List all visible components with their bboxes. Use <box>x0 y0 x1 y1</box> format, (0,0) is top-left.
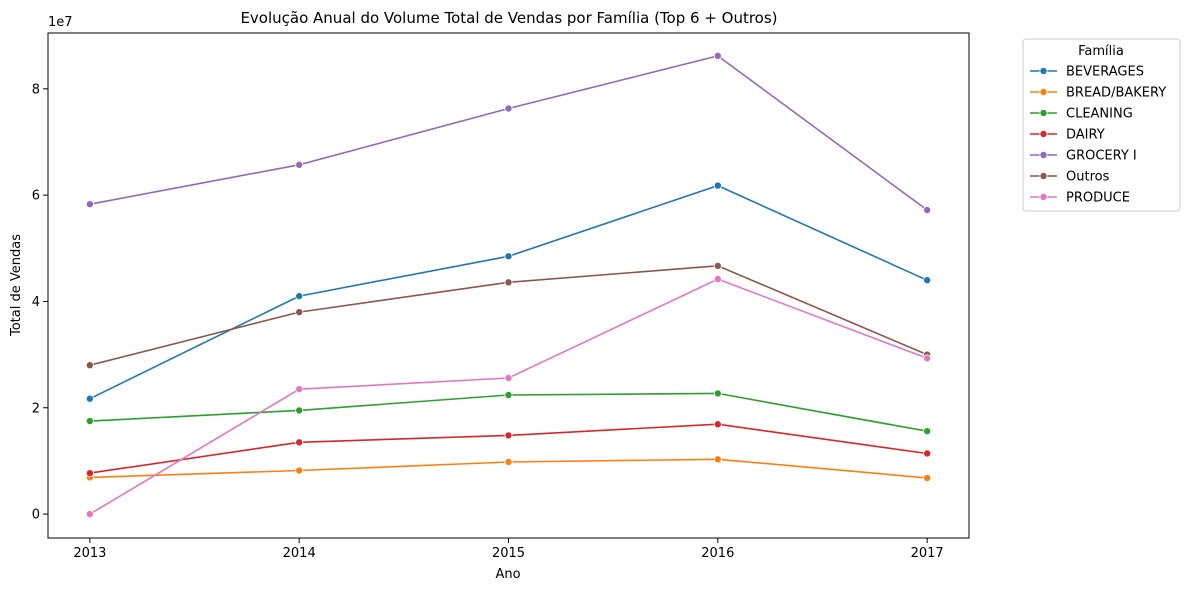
data-point <box>713 455 722 464</box>
y-axis-label: Total de Vendas <box>9 234 24 337</box>
data-point <box>504 373 513 382</box>
legend-label: Outros <box>1066 170 1110 185</box>
legend-marker <box>1039 129 1048 138</box>
legend-marker <box>1039 171 1048 180</box>
data-point <box>295 466 304 475</box>
legend-item-produce: PRODUCE <box>1030 191 1130 206</box>
y-axis-offset-label: 1e7 <box>48 15 73 30</box>
data-point <box>923 427 932 436</box>
x-tick-label: 2014 <box>283 546 316 561</box>
legend-marker <box>1039 88 1048 97</box>
x-axis-label: Ano <box>495 567 520 582</box>
data-point <box>295 406 304 415</box>
data-point <box>713 261 722 270</box>
data-point <box>295 385 304 394</box>
series-produce <box>85 275 932 519</box>
series-dairy <box>85 420 932 478</box>
data-point <box>295 292 304 301</box>
data-point <box>85 394 94 403</box>
data-point <box>713 275 722 284</box>
series-outros <box>85 261 932 370</box>
legend-marker <box>1039 67 1048 76</box>
chart-title: Evolução Anual do Volume Total de Vendas… <box>240 9 777 27</box>
y-tick-label: 2 <box>32 401 40 416</box>
y-tick-label: 4 <box>32 295 40 310</box>
series-line <box>89 55 928 211</box>
y-tick-label: 6 <box>32 189 40 204</box>
y-tick-label: 0 <box>32 508 40 523</box>
legend-title: Família <box>1078 44 1124 59</box>
data-point <box>713 420 722 429</box>
y-axis-ticks: 0 2 4 6 8 <box>32 82 48 523</box>
legend-item-outros: Outros <box>1030 170 1110 185</box>
x-tick-label: 2015 <box>492 546 525 561</box>
series-grocery-i <box>85 51 932 215</box>
x-axis-ticks: 2013 2014 2015 2016 2017 <box>73 538 944 561</box>
legend-items: BEVERAGES BREAD/BAKERY CLEANING DAIRY GROCER… <box>1030 65 1166 206</box>
data-point <box>295 160 304 169</box>
legend-label: BEVERAGES <box>1066 65 1144 80</box>
data-point <box>504 278 513 287</box>
data-point <box>295 308 304 317</box>
legend-item-dairy: DAIRY <box>1030 128 1105 143</box>
data-point <box>923 473 932 482</box>
data-point <box>85 510 94 519</box>
series-line <box>89 392 928 432</box>
data-point <box>85 361 94 370</box>
legend-label: PRODUCE <box>1066 191 1130 206</box>
data-point <box>504 104 513 113</box>
data-point <box>504 252 513 261</box>
series-line <box>89 184 928 400</box>
legend-label: DAIRY <box>1066 128 1105 143</box>
legend-label: CLEANING <box>1066 107 1133 122</box>
legend-item-cleaning: CLEANING <box>1030 107 1133 122</box>
series-cleaning <box>85 389 932 436</box>
data-point <box>923 206 932 215</box>
legend-item-grocery-i: GROCERY I <box>1030 149 1137 164</box>
x-tick-label: 2016 <box>701 546 734 561</box>
legend-marker <box>1039 150 1048 159</box>
data-point <box>713 389 722 398</box>
data-point <box>504 391 513 400</box>
legend: Família BEVERAGES BREAD/BAKERY CLEANING DAI… <box>1022 38 1181 212</box>
data-point <box>923 354 932 363</box>
legend-item-bread-bakery: BREAD/BAKERY <box>1030 86 1166 101</box>
plot-area <box>85 51 932 519</box>
legend-label: GROCERY I <box>1066 149 1137 164</box>
data-point <box>85 469 94 478</box>
data-point <box>85 200 94 209</box>
legend-label: BREAD/BAKERY <box>1066 86 1166 101</box>
data-point <box>713 51 722 60</box>
data-point <box>85 417 94 426</box>
x-tick-label: 2013 <box>73 546 106 561</box>
legend-box <box>1022 38 1181 212</box>
data-point <box>295 438 304 447</box>
data-point <box>504 457 513 466</box>
legend-item-beverages: BEVERAGES <box>1030 65 1144 80</box>
legend-marker <box>1039 109 1048 118</box>
series-bread-bakery <box>85 455 932 482</box>
data-point <box>504 431 513 440</box>
legend-marker <box>1039 192 1048 201</box>
data-point <box>923 449 932 458</box>
y-tick-label: 8 <box>32 82 40 97</box>
x-tick-label: 2017 <box>911 546 944 561</box>
data-point <box>923 276 932 285</box>
data-point <box>713 181 722 190</box>
series-beverages <box>85 181 932 403</box>
